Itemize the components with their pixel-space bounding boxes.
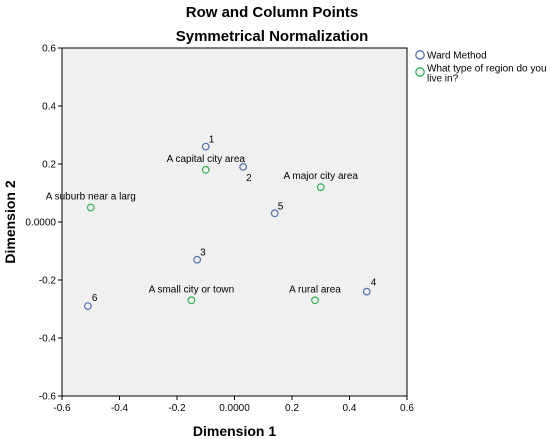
legend-label: What type of region do you live in?: [427, 64, 547, 85]
y-tick-label: 0.2: [42, 160, 56, 171]
region-point-label: A major city area: [284, 171, 359, 182]
region-point: [201, 165, 210, 174]
legend-label: Ward Method: [427, 51, 487, 62]
x-axis-label: Dimension 1: [193, 423, 276, 439]
legend-marker: [415, 50, 425, 60]
plot-area: [61, 47, 408, 397]
x-tick-label: 0.4: [343, 403, 357, 414]
y-tick-label: 0.0000: [25, 218, 56, 229]
y-tick-label: -0.6: [39, 392, 57, 403]
cluster-point-label: 4: [371, 278, 377, 289]
x-tick-label: 0.6: [400, 403, 414, 414]
cluster-point-1: [201, 142, 210, 151]
x-tick-label: -0.2: [168, 403, 186, 414]
y-tick-label: 0.4: [42, 102, 56, 113]
cluster-point-6: [83, 302, 92, 311]
legend-marker: [415, 67, 425, 77]
cluster-point-3: [193, 255, 202, 264]
x-tick-label: 0.2: [285, 403, 299, 414]
y-tick-label: 0.6: [42, 44, 56, 55]
cluster-point-2: [239, 162, 248, 171]
x-tick-label: -0.6: [53, 403, 71, 414]
y-tick-label: -0.2: [39, 276, 57, 287]
cluster-point-label: 2: [246, 173, 252, 184]
cluster-point-label: 5: [278, 201, 284, 212]
chart-title: Row and Column Points: [186, 4, 359, 21]
x-tick-label: -0.4: [111, 403, 129, 414]
region-point-label: A suburb near a larg: [46, 192, 136, 203]
region-point: [86, 203, 95, 212]
y-tick-label: -0.4: [39, 334, 57, 345]
cluster-point-label: 3: [200, 248, 206, 259]
cluster-point-label: 1: [209, 135, 215, 146]
region-point: [316, 183, 325, 192]
cluster-point-4: [362, 287, 371, 296]
cluster-point-label: 6: [92, 293, 98, 304]
cluster-point-5: [270, 209, 279, 218]
x-tick-label: 0.0000: [219, 403, 250, 414]
region-point-label: A small city or town: [149, 284, 235, 295]
chart-subtitle: Symmetrical Normalization: [176, 28, 369, 45]
y-axis-label: Dimension 2: [2, 180, 18, 263]
region-point: [187, 296, 196, 305]
region-point: [311, 296, 319, 305]
region-point-label: A rural area: [289, 284, 341, 295]
region-point-label: A capital city area: [167, 154, 246, 165]
